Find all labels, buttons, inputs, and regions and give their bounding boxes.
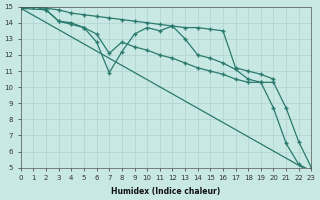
X-axis label: Humidex (Indice chaleur): Humidex (Indice chaleur): [111, 187, 221, 196]
